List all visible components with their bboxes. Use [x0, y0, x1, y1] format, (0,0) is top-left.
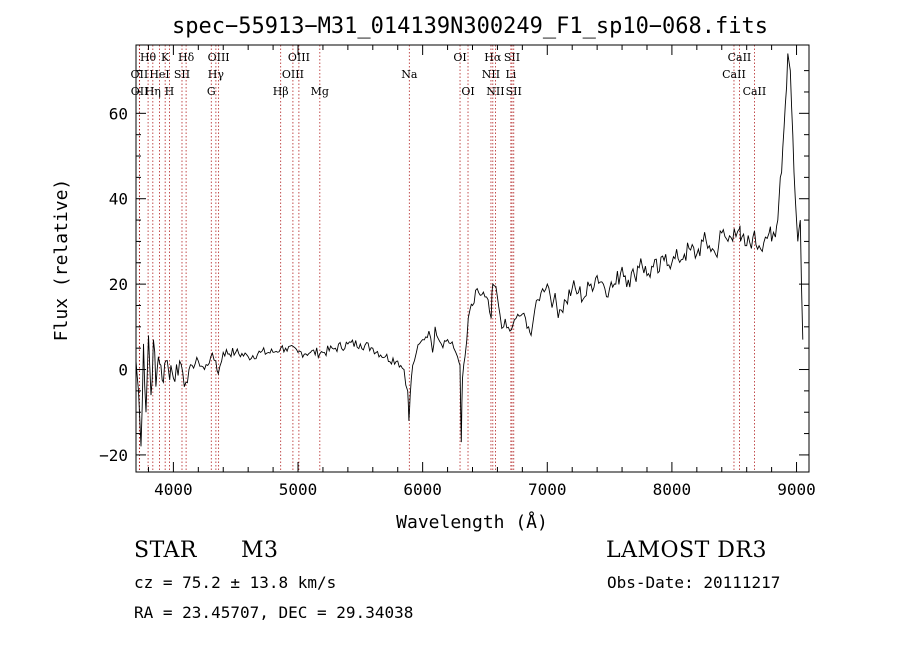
- marker-label: CaII: [743, 85, 767, 98]
- subclass-label: M3: [241, 538, 279, 563]
- marker-label: NII: [482, 68, 500, 81]
- marker-label: CaII: [728, 51, 752, 64]
- marker-label: Hβ: [273, 85, 289, 98]
- x-tick-label: 6000: [403, 480, 442, 499]
- x-tick-label: 5000: [279, 480, 318, 499]
- marker-label: K: [161, 51, 170, 64]
- y-tick-label: 0: [118, 361, 128, 380]
- marker-label: OIII: [288, 51, 310, 64]
- marker-label: Mg: [311, 85, 329, 98]
- spectrum-series: [135, 53, 804, 447]
- axes: 4000 5000 6000 7000 8000 9000 −20 0 20 40 60: [99, 45, 816, 499]
- obs-date-label: Obs-Date: 20111217: [607, 573, 781, 592]
- marker-label: SII: [174, 68, 190, 81]
- marker-label: OIII: [282, 68, 304, 81]
- marker-label: Hα: [484, 51, 502, 64]
- x-tick-label: 9000: [777, 480, 816, 499]
- x-tick-label: 4000: [154, 480, 193, 499]
- survey-label: LAMOST DR3: [606, 538, 767, 563]
- marker-label: Na: [401, 68, 418, 81]
- marker-label: G: [207, 85, 216, 98]
- marker-label: Hη: [145, 85, 161, 98]
- plot-frame: [135, 44, 810, 473]
- x-tick-label: 7000: [528, 480, 567, 499]
- x-tick-label: 8000: [653, 480, 692, 499]
- class-label: STAR: [134, 538, 197, 563]
- y-tick-label: 60: [109, 104, 128, 123]
- chart-title: spec−55913−M31_014139N300249_F1_sp10−068…: [172, 14, 768, 39]
- marker-label: SII: [504, 51, 520, 64]
- y-tick-label: 40: [109, 190, 128, 209]
- marker-label: H: [165, 85, 175, 98]
- marker-label: CaII: [722, 68, 746, 81]
- redshift-label: cz = 75.2 ± 13.8 km/s: [134, 573, 337, 592]
- coordinates-label: RA = 23.45707, DEC = 29.34038: [134, 603, 414, 622]
- marker-label: OI: [453, 51, 466, 64]
- marker-label: Hδ: [178, 51, 195, 64]
- y-tick-label: −20: [99, 446, 128, 465]
- marker-label: NII: [486, 85, 504, 98]
- marker-label: SII: [506, 85, 522, 98]
- x-axis-label: Wavelength (Å): [396, 511, 548, 533]
- marker-label: Hγ: [208, 68, 225, 81]
- marker-label: Hθ: [140, 51, 157, 64]
- y-axis-label: Flux (relative): [51, 179, 72, 342]
- marker-label: HeI: [149, 68, 169, 81]
- marker-label: Li: [505, 68, 516, 81]
- y-tick-label: 20: [109, 275, 128, 294]
- marker-label: OIII: [208, 51, 230, 64]
- marker-label: OI: [461, 85, 474, 98]
- spectrum-line: [135, 53, 804, 447]
